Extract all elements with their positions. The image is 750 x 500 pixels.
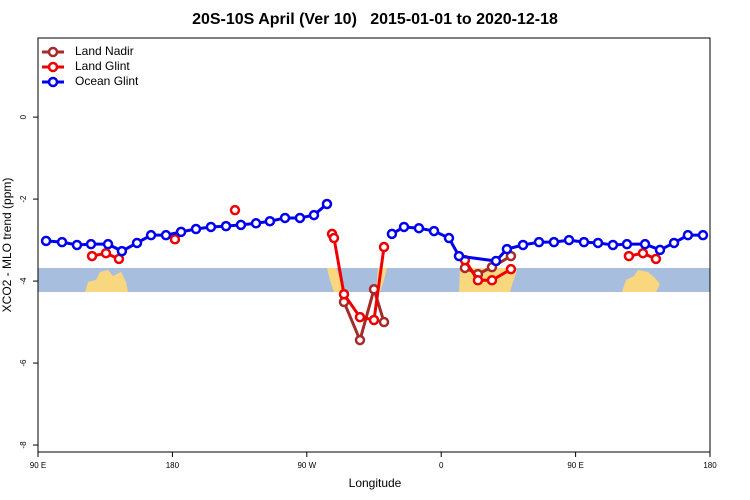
- x-tick-label: 0: [439, 461, 444, 470]
- point: [682, 229, 694, 241]
- legend-marker: [47, 76, 59, 88]
- point: [607, 239, 619, 251]
- point: [160, 229, 172, 241]
- series-line: [45, 202, 703, 263]
- point: [453, 250, 465, 262]
- point: [308, 209, 320, 221]
- point: [398, 221, 410, 233]
- point: [294, 212, 306, 224]
- point: [621, 238, 633, 250]
- point: [220, 220, 232, 232]
- point: [190, 223, 202, 235]
- point: [563, 234, 575, 246]
- x-tick-label: 180: [166, 461, 180, 470]
- point: [490, 255, 502, 267]
- land: [622, 270, 660, 292]
- point: [86, 250, 98, 262]
- point: [85, 238, 97, 250]
- point: [235, 219, 247, 231]
- y-tick-label: -8: [19, 441, 28, 449]
- point: [328, 232, 340, 244]
- x-axis-label: Longitude: [349, 476, 402, 490]
- legend-label: Land Glint: [75, 59, 130, 73]
- point: [505, 263, 517, 275]
- y-tick-label: -2: [19, 195, 28, 203]
- point: [338, 288, 350, 300]
- point: [145, 229, 157, 241]
- point: [116, 245, 128, 257]
- point: [548, 236, 560, 248]
- point: [623, 250, 635, 262]
- point: [354, 311, 366, 323]
- land: [327, 268, 345, 292]
- legend-marker: [47, 61, 59, 73]
- legend-label: Ocean Glint: [75, 74, 139, 88]
- point: [501, 243, 513, 255]
- point: [102, 238, 114, 250]
- x-tick-label: 180: [703, 461, 717, 470]
- point: [697, 229, 709, 241]
- legend-marker: [47, 46, 59, 58]
- point: [354, 334, 366, 346]
- x-tick-label: 90 W: [297, 461, 316, 470]
- x-tick-label: 90 E: [567, 461, 583, 470]
- point: [517, 239, 529, 251]
- point: [428, 225, 440, 237]
- point: [639, 238, 651, 250]
- y-tick-label: 0: [19, 114, 28, 119]
- legend-label: Land Nadir: [75, 44, 134, 58]
- y-tick-label: -4: [19, 277, 28, 285]
- point: [378, 241, 390, 253]
- point: [368, 314, 380, 326]
- point: [654, 244, 666, 256]
- point: [378, 316, 390, 328]
- point: [71, 239, 83, 251]
- point: [472, 275, 484, 286]
- point: [250, 218, 262, 229]
- point: [205, 221, 217, 233]
- x-tick-label: 90 E: [30, 461, 46, 470]
- point: [131, 237, 143, 249]
- y-axis-label: XCO2 - MLO trend (ppm): [0, 178, 14, 313]
- point: [578, 236, 590, 248]
- point: [279, 212, 291, 224]
- point: [229, 204, 241, 216]
- point: [264, 215, 276, 227]
- point: [100, 247, 112, 259]
- point: [592, 237, 604, 249]
- point: [169, 234, 181, 245]
- plot-frame: [37, 37, 711, 453]
- point: [650, 253, 662, 265]
- point: [443, 232, 455, 244]
- y-tick-label: -6: [19, 359, 28, 367]
- point: [533, 236, 545, 248]
- point: [386, 228, 398, 240]
- point: [40, 235, 52, 247]
- point: [486, 275, 498, 286]
- land: [85, 270, 128, 292]
- point: [321, 198, 333, 210]
- point: [668, 237, 680, 249]
- point: [56, 236, 68, 248]
- point: [413, 222, 425, 234]
- point: [637, 247, 649, 259]
- point: [175, 226, 187, 238]
- chart-title: 20S-10S April (Ver 10) 2015-01-01 to 202…: [192, 11, 558, 28]
